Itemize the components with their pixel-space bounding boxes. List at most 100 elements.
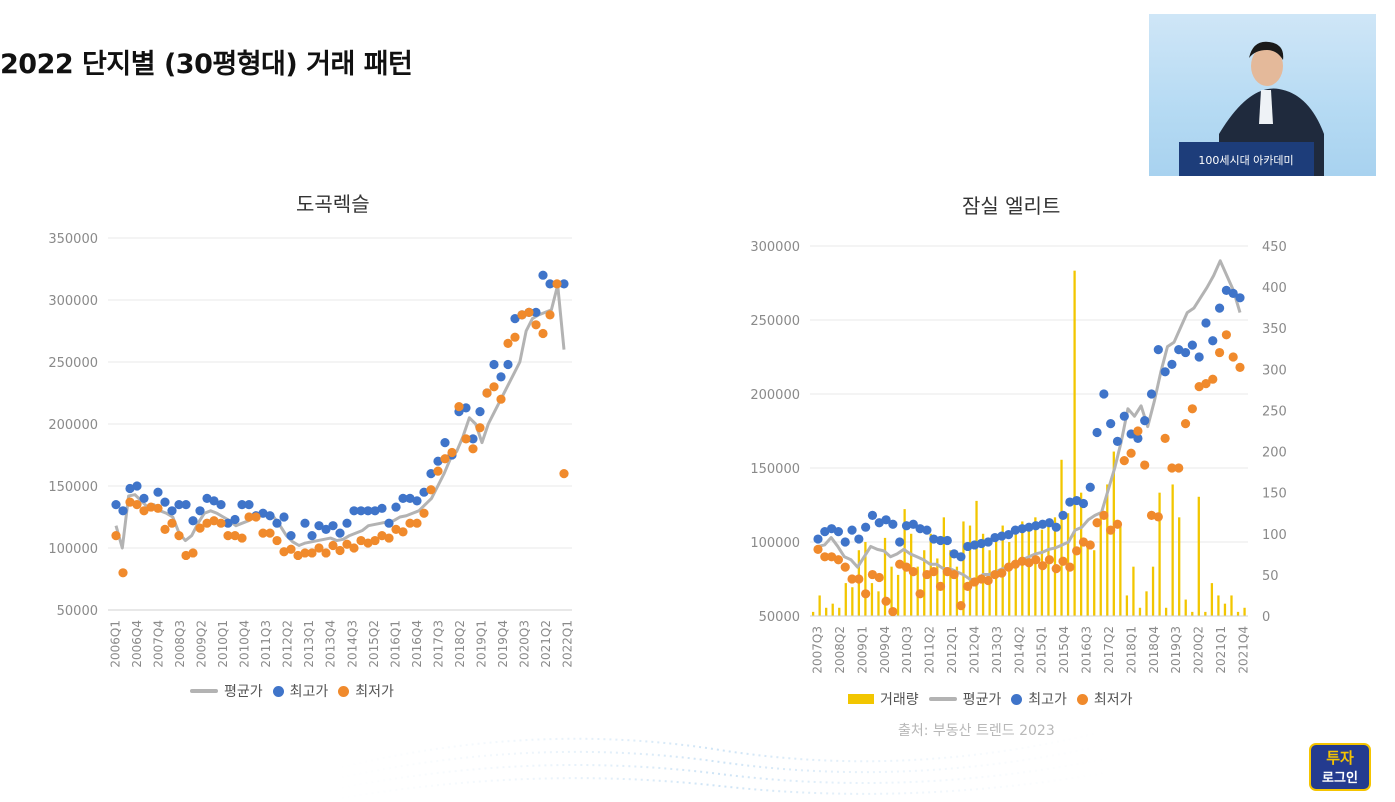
y-tick-label: 100000 (750, 536, 800, 551)
volume-bar (1047, 525, 1050, 616)
chart1-legend: 평균가 최고가 최저가 (190, 681, 394, 701)
min-price-point (847, 574, 857, 584)
min-price-point (1201, 379, 1211, 389)
legend2-min-swatch (1076, 693, 1088, 705)
max-price-point (956, 552, 966, 562)
max-price-point (908, 519, 918, 529)
x-tick-label: 2021Q1 (1214, 626, 1228, 674)
wave-decoration (330, 729, 1110, 801)
x-tick-label: 2019Q1 (474, 620, 488, 668)
max-price-point (300, 518, 310, 528)
min-price-point (908, 567, 918, 577)
min-price-point (335, 545, 345, 556)
x-tick-label: 2018Q1 (1124, 626, 1138, 674)
x-tick-label: 2009Q4 (878, 626, 892, 674)
volume-bar (1151, 566, 1155, 616)
max-price-point (377, 503, 387, 513)
volume-bar (851, 587, 854, 616)
min-price-point (496, 394, 506, 404)
min-price-point (956, 601, 966, 611)
avg-price-line (817, 259, 1242, 582)
legend2-min: 최저가 (1076, 689, 1133, 709)
min-price-point (888, 606, 898, 617)
min-price-point (237, 533, 247, 543)
volume-bar (896, 574, 900, 616)
max-price-point (286, 531, 296, 541)
max-price-point (1214, 303, 1225, 313)
x-tick-label: 2017Q3 (431, 620, 445, 668)
min-price-point (167, 518, 177, 528)
volume-bar (1132, 566, 1135, 616)
y-tick-label: 50000 (57, 604, 98, 619)
volume-bar (1079, 492, 1083, 616)
volume-bar (1184, 599, 1187, 616)
avg-price-line (114, 283, 566, 550)
y-tick-label: 150000 (48, 480, 98, 495)
min-price-point (202, 518, 212, 528)
min-price-point (209, 516, 219, 526)
volume-bar (949, 550, 952, 616)
min-price-point (840, 562, 850, 572)
min-price-point (1044, 555, 1055, 565)
volume-bar (890, 566, 893, 616)
min-price-point (1106, 525, 1116, 535)
volume-bar (1230, 595, 1233, 616)
volume-bar (831, 603, 834, 616)
volume-bar (1158, 492, 1161, 616)
max-price-point (111, 500, 121, 510)
min-price-point (118, 568, 128, 578)
x-tick-label: 2013Q3 (990, 626, 1004, 674)
min-price-point (1208, 374, 1218, 384)
min-price-point (552, 279, 562, 289)
min-price-point (468, 444, 478, 454)
min-price-point (1099, 510, 1109, 520)
max-price-point (328, 521, 338, 531)
volume-bar (870, 583, 874, 616)
max-price-point (496, 372, 506, 382)
min-price-point (440, 454, 450, 464)
max-price-point (118, 506, 128, 516)
channel-logo: 투자 로그인 (1308, 742, 1372, 792)
min-price-point (1140, 460, 1150, 470)
x-tick-label: 2015Q2 (367, 620, 381, 668)
max-price-point (861, 522, 871, 532)
max-price-point (1153, 345, 1163, 355)
max-price-point (230, 514, 240, 525)
max-price-point (356, 506, 366, 516)
x-tick-label: 2016Q3 (1080, 626, 1094, 674)
max-price-point (139, 493, 149, 503)
min-price-point (356, 535, 366, 546)
volume-bar (968, 525, 972, 616)
svg-text:투자: 투자 (1326, 749, 1354, 767)
min-price-point (412, 518, 422, 528)
max-price-point (167, 506, 177, 516)
max-price-point (209, 496, 219, 506)
legend2-volume: 거래량 (848, 689, 919, 709)
volume-bar (818, 595, 821, 616)
max-price-point (223, 518, 233, 528)
x-tick-label: 2008Q2 (833, 626, 847, 674)
max-price-point (1201, 318, 1211, 328)
legend2-avg-swatch (928, 697, 957, 701)
y-tick-label: 50000 (759, 610, 800, 625)
legend2-volume-label: 거래량 (880, 692, 919, 708)
max-price-point (531, 307, 541, 317)
y2-tick-label: 450 (1262, 240, 1287, 255)
y-tick-label: 250000 (750, 314, 800, 329)
min-price-point (321, 548, 331, 558)
min-price-point (1133, 426, 1143, 436)
volume-bar (1236, 611, 1240, 616)
max-price-point (272, 518, 282, 528)
legend2-volume-swatch (848, 694, 874, 704)
max-price-point (188, 516, 198, 526)
volume-bar (1112, 451, 1115, 616)
min-price-point (482, 388, 492, 398)
volume-bar (1243, 607, 1246, 616)
y2-tick-label: 150 (1262, 487, 1287, 502)
volume-bar (864, 542, 867, 616)
max-price-point (538, 270, 548, 280)
max-price-point (867, 510, 878, 520)
presenter-figure: 100세시대 아카데미 (1179, 41, 1324, 176)
x-tick-label: 2016Q1 (388, 620, 402, 668)
max-price-point (412, 496, 422, 506)
